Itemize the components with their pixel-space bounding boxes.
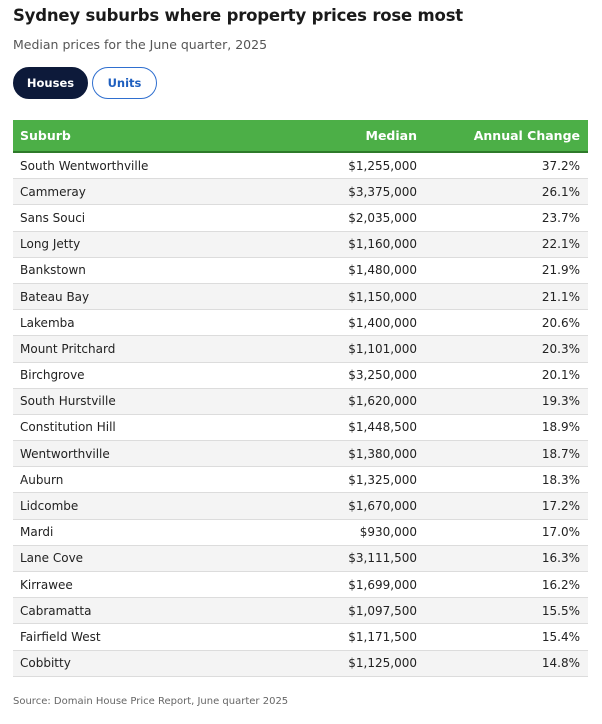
- table-row: Fairfield West $1,171,500 15.4%: [13, 624, 588, 651]
- cell-median: $2,035,000: [348, 210, 417, 225]
- cell-suburb: Auburn: [20, 472, 64, 487]
- table-row: Mount Pritchard $1,101,000 20.3%: [13, 336, 588, 363]
- table-row: Constitution Hill $1,448,500 18.9%: [13, 415, 588, 442]
- cell-suburb: South Hurstville: [20, 394, 116, 409]
- cell-suburb: Lidcombe: [20, 499, 79, 514]
- cell-annual-change: 17.0%: [541, 525, 580, 540]
- table-row: Long Jetty $1,160,000 22.1%: [13, 231, 588, 258]
- cell-annual-change: 16.2%: [541, 577, 580, 592]
- cell-suburb: Cammeray: [20, 184, 86, 199]
- table-row: Lakemba $1,400,000 20.6%: [13, 310, 588, 337]
- table-row: Cammeray $3,375,000 26.1%: [13, 179, 588, 206]
- chart-subtitle: Median prices for the June quarter, 2025: [13, 37, 268, 52]
- cell-median: $1,101,000: [348, 341, 417, 356]
- cell-suburb: Sans Souci: [20, 210, 86, 225]
- tab-units[interactable]: Units: [92, 67, 157, 99]
- cell-suburb: Bankstown: [20, 263, 86, 278]
- cell-annual-change: 14.8%: [541, 656, 580, 671]
- cell-annual-change: 18.3%: [541, 472, 580, 487]
- cell-annual-change: 37.2%: [541, 158, 580, 173]
- table-row: Auburn $1,325,000 18.3%: [13, 467, 588, 494]
- cell-median: $3,250,000: [348, 368, 417, 383]
- cell-suburb: South Wentworthville: [20, 158, 149, 173]
- column-header-median[interactable]: Median: [365, 128, 417, 143]
- cell-median: $1,380,000: [348, 446, 417, 461]
- cell-annual-change: 17.2%: [541, 499, 580, 514]
- cell-annual-change: 16.3%: [541, 551, 580, 566]
- cell-suburb: Fairfield West: [20, 629, 101, 644]
- cell-median: $1,097,500: [348, 603, 417, 618]
- column-header-suburb[interactable]: Suburb: [20, 128, 71, 143]
- table-row: Cabramatta $1,097,500 15.5%: [13, 598, 588, 625]
- cell-median: $930,000: [359, 525, 417, 540]
- table-row: Mardi $930,000 17.0%: [13, 520, 588, 546]
- cell-suburb: Lane Cove: [20, 551, 84, 566]
- cell-suburb: Constitution Hill: [20, 420, 116, 435]
- cell-suburb: Birchgrove: [20, 368, 85, 383]
- cell-median: $1,400,000: [348, 315, 417, 330]
- source-note: Source: Domain House Price Report, June …: [13, 696, 289, 707]
- cell-annual-change: 19.3%: [541, 394, 580, 409]
- cell-median: $1,670,000: [348, 499, 417, 514]
- table-row: Birchgrove $3,250,000 20.1%: [13, 363, 588, 389]
- cell-median: $1,448,500: [348, 420, 417, 435]
- table-row: Bateau Bay $1,150,000 21.1%: [13, 283, 588, 311]
- table-row: Lane Cove $3,111,500 16.3%: [13, 545, 588, 572]
- cell-annual-change: 15.5%: [541, 603, 580, 618]
- table-row: South Wentworthville $1,255,000 37.2%: [13, 153, 588, 180]
- cell-suburb: Cabramatta: [20, 603, 92, 618]
- cell-suburb: Mount Pritchard: [20, 341, 116, 356]
- cell-annual-change: 26.1%: [541, 184, 580, 199]
- cell-suburb: Lakemba: [20, 315, 75, 330]
- column-header-annual-change[interactable]: Annual Change: [473, 128, 580, 143]
- cell-suburb: Bateau Bay: [20, 289, 90, 304]
- cell-suburb: Long Jetty: [20, 237, 81, 252]
- cell-annual-change: 23.7%: [541, 210, 580, 225]
- data-table: Suburb Median Annual Change South Wentwo…: [13, 120, 588, 677]
- cell-annual-change: 21.1%: [541, 289, 580, 304]
- cell-annual-change: 20.1%: [541, 368, 580, 383]
- tab-houses[interactable]: Houses: [13, 67, 88, 99]
- table-row: Bankstown $1,480,000 21.9%: [13, 258, 588, 284]
- cell-median: $1,480,000: [348, 263, 417, 278]
- cell-median: $1,699,000: [348, 577, 417, 592]
- cell-median: $1,620,000: [348, 394, 417, 409]
- cell-annual-change: 15.4%: [541, 629, 580, 644]
- cell-median: $1,150,000: [348, 289, 417, 304]
- table-body: South Wentworthville $1,255,000 37.2% Camme…: [13, 153, 588, 677]
- cell-annual-change: 18.9%: [541, 420, 580, 435]
- cell-annual-change: 20.6%: [541, 315, 580, 330]
- cell-median: $3,375,000: [348, 184, 417, 199]
- cell-median: $3,111,500: [348, 551, 417, 566]
- table-row: Kirrawee $1,699,000 16.2%: [13, 572, 588, 599]
- cell-median: $1,255,000: [348, 158, 417, 173]
- cell-annual-change: 21.9%: [541, 263, 580, 278]
- cell-annual-change: 20.3%: [541, 341, 580, 356]
- table-row: Sans Souci $2,035,000 23.7%: [13, 205, 588, 232]
- cell-suburb: Mardi: [20, 525, 54, 540]
- chart-title: Sydney suburbs where property prices ros…: [13, 6, 463, 25]
- cell-annual-change: 22.1%: [541, 237, 580, 252]
- cell-annual-change: 18.7%: [541, 446, 580, 461]
- property-type-tabs: Houses Units: [13, 67, 157, 99]
- table-header: Suburb Median Annual Change: [13, 120, 588, 153]
- table-row: Lidcombe $1,670,000 17.2%: [13, 493, 588, 520]
- table-row: Cobbitty $1,125,000 14.8%: [13, 650, 588, 677]
- cell-median: $1,325,000: [348, 472, 417, 487]
- cell-suburb: Cobbitty: [20, 656, 71, 671]
- cell-suburb: Wentworthville: [20, 446, 110, 461]
- table-row: Wentworthville $1,380,000 18.7%: [13, 441, 588, 468]
- table-row: South Hurstville $1,620,000 19.3%: [13, 388, 588, 415]
- cell-median: $1,160,000: [348, 237, 417, 252]
- cell-suburb: Kirrawee: [20, 577, 73, 592]
- cell-median: $1,125,000: [348, 656, 417, 671]
- cell-median: $1,171,500: [348, 629, 417, 644]
